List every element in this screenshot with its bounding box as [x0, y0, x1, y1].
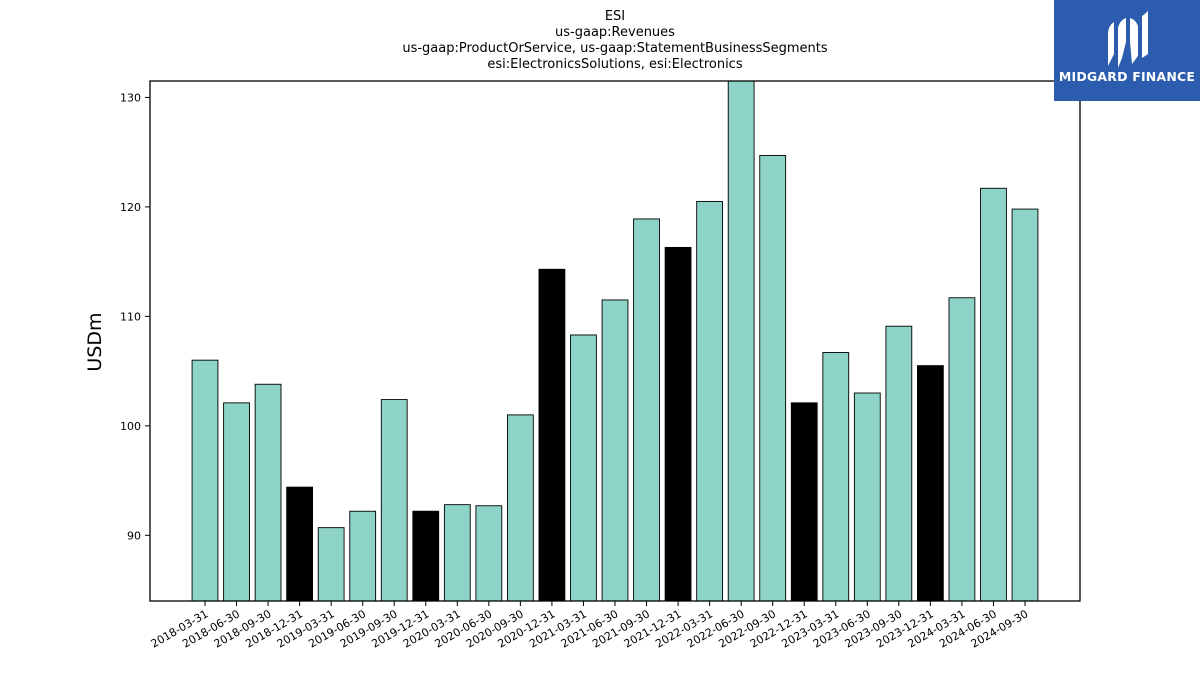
bar-2018-12-31 — [286, 486, 313, 602]
bar-2023-03-31 — [822, 352, 850, 602]
y-tick-label: 100 — [120, 420, 141, 433]
y-tick-label: 90 — [127, 529, 141, 542]
y-tick-label: 130 — [120, 91, 141, 104]
bar-2018-06-30 — [223, 402, 250, 602]
bar-2022-06-30 — [727, 80, 755, 602]
bar-2020-06-30 — [475, 505, 503, 602]
bar-2018-03-31 — [191, 359, 219, 602]
brand-logo: MIDGARD FINANCE — [1054, 0, 1200, 101]
x-axis-ticks: 2018-03-312018-06-302018-09-302018-12-31… — [149, 601, 1031, 651]
bar-2018-09-30 — [254, 383, 282, 602]
bar-2024-03-31 — [948, 297, 976, 602]
bar-2020-09-30 — [507, 414, 534, 602]
bar-2021-03-31 — [570, 334, 597, 602]
bar-2024-09-30 — [1011, 208, 1039, 602]
chart-title-line-1: ESI — [605, 9, 625, 24]
y-tick-label: 110 — [120, 310, 141, 323]
bar-2021-09-30 — [633, 218, 660, 602]
brand-name: MIDGARD FINANCE — [1058, 69, 1196, 84]
plot-frame — [149, 80, 1081, 602]
bar-2021-12-31 — [664, 246, 692, 602]
bar-2023-06-30 — [853, 392, 881, 602]
bar-2019-09-30 — [380, 399, 408, 602]
bar-2023-09-30 — [885, 325, 913, 602]
bar-2022-03-31 — [696, 200, 723, 602]
bar-2020-12-31 — [538, 268, 566, 602]
bar-2022-09-30 — [759, 154, 787, 602]
chart-title: ESI us-gaap:Revenues us-gaap:ProductOrSe… — [402, 9, 828, 72]
y-axis-label: USDm — [84, 312, 106, 371]
bar-2023-12-31 — [917, 365, 944, 602]
bar-2019-03-31 — [317, 527, 345, 602]
chart-title-line-4: esi:ElectronicsSolutions, esi:Electronic… — [487, 57, 742, 72]
bar-2020-03-31 — [443, 504, 471, 602]
chart-title-line-3: us-gaap:ProductOrService, us-gaap:Statem… — [402, 41, 828, 56]
y-axis-ticks: 90 100 110 120 130 — [120, 91, 150, 542]
y-tick-label: 120 — [120, 201, 141, 214]
chart-title-line-2: us-gaap:Revenues — [555, 25, 675, 40]
bars — [191, 80, 1039, 602]
midgard-m-icon — [1108, 10, 1148, 68]
bar-2024-06-30 — [980, 187, 1007, 602]
bar-2019-12-31 — [412, 510, 440, 602]
bar-2022-12-31 — [790, 402, 818, 602]
bar-2021-06-30 — [601, 299, 629, 602]
bar-2019-06-30 — [349, 510, 377, 602]
